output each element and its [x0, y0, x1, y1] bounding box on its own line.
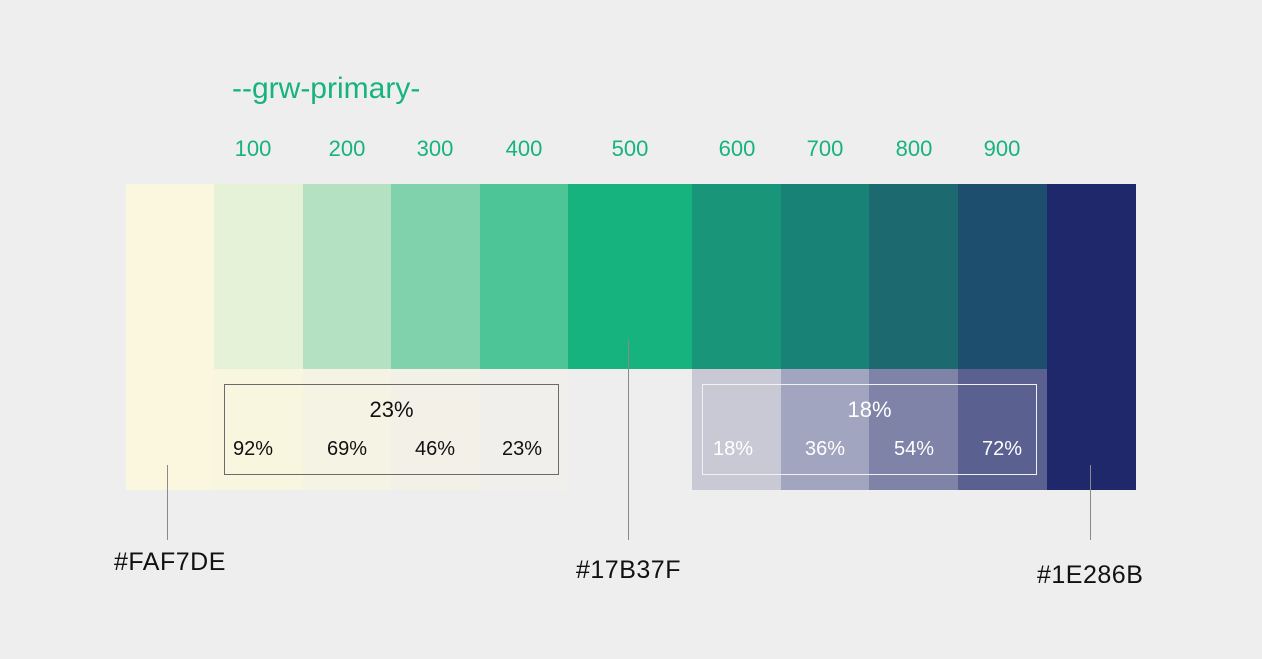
dark-mix-pct-1: 18%	[712, 438, 754, 460]
dark-mix-pct-3: 54%	[893, 438, 935, 460]
palette-title: --grw-primary-	[232, 72, 421, 105]
step-label-200: 200	[328, 136, 366, 161]
step-label-700: 700	[806, 136, 844, 161]
base-light-swatch	[126, 184, 215, 490]
dark-mix-pct-4: 72%	[981, 438, 1023, 460]
step-label-100: 100	[234, 136, 272, 161]
dark-mix-swatch-700	[781, 369, 871, 490]
dark-mix-swatch-900	[958, 369, 1047, 490]
step-label-500: 500	[611, 136, 649, 161]
light-mix-swatch-100	[214, 369, 304, 490]
light-mix-swatch-300	[391, 369, 481, 490]
dark-mix-pct-2: 36%	[804, 438, 846, 460]
primary-connector-line	[628, 340, 629, 540]
dark-connector-line	[1090, 465, 1091, 540]
light-mix-box: 23%	[224, 384, 559, 475]
step-label-300: 300	[416, 136, 454, 161]
swatch-600	[692, 184, 782, 369]
dark-mix-swatch-800	[869, 369, 959, 490]
base-dark-swatch	[1047, 184, 1136, 490]
light-mix-pct-3: 46%	[414, 438, 456, 460]
swatch-700	[781, 184, 871, 369]
light-connector-line	[167, 465, 168, 540]
primary-hex-label: #17B37F	[576, 556, 681, 584]
light-mix-swatch-400	[480, 369, 569, 490]
swatch-200	[303, 184, 392, 369]
swatch-900	[958, 184, 1047, 369]
light-hex-label: #FAF7DE	[114, 548, 226, 576]
light-mix-swatch-200	[303, 369, 392, 490]
dark-hex-label: #1E286B	[1037, 561, 1144, 589]
step-label-800: 800	[895, 136, 933, 161]
swatch-100	[214, 184, 304, 369]
swatch-400	[480, 184, 569, 369]
dark-mix-label: 18%	[847, 397, 892, 422]
swatch-500	[568, 184, 693, 369]
light-mix-pct-4: 23%	[501, 438, 543, 460]
dark-mix-box: 18%	[702, 384, 1037, 475]
swatch-800	[869, 184, 959, 369]
step-label-400: 400	[505, 136, 543, 161]
light-mix-pct-2: 69%	[326, 438, 368, 460]
dark-mix-swatch-600	[692, 369, 782, 490]
swatch-300	[391, 184, 481, 369]
light-mix-label: 23%	[369, 397, 414, 422]
light-mix-pct-1: 92%	[232, 438, 274, 460]
step-label-900: 900	[983, 136, 1021, 161]
step-label-600: 600	[718, 136, 756, 161]
